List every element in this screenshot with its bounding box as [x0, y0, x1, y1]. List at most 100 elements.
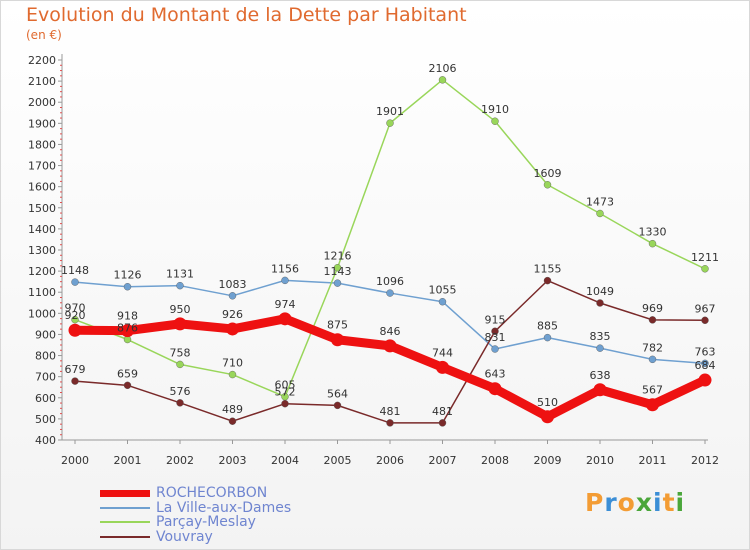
y-tick-label: 900	[35, 328, 56, 341]
data-label: 684	[695, 359, 716, 372]
data-point	[278, 312, 292, 326]
data-label: 967	[695, 302, 716, 315]
data-point	[176, 360, 184, 369]
data-label: 1143	[324, 265, 352, 278]
data-label: 489	[222, 403, 243, 416]
data-point	[543, 181, 552, 189]
data-point	[121, 324, 134, 338]
x-tick-label: 2007	[429, 454, 457, 467]
y-tick-label: 1800	[28, 138, 56, 151]
legend-swatch	[100, 489, 150, 497]
data-point	[173, 317, 187, 331]
logo-letter: P	[585, 488, 605, 517]
x-tick-label: 2000	[61, 454, 89, 467]
x-tick-label: 2005	[324, 454, 352, 467]
data-point	[176, 399, 184, 407]
x-tick-label: 2012	[691, 454, 719, 467]
data-label: 875	[327, 319, 348, 332]
data-label: 950	[170, 303, 191, 316]
proxiti-logo: Proxiti	[585, 488, 685, 517]
x-tick-label: 2004	[271, 454, 299, 467]
logo-letter: o	[617, 488, 636, 517]
data-label: 1609	[534, 167, 562, 180]
x-tick-label: 2003	[219, 454, 247, 467]
x-tick-label: 2001	[114, 454, 142, 467]
data-point	[176, 281, 184, 290]
data-label: 1156	[271, 262, 299, 275]
data-label: 782	[642, 341, 663, 354]
data-point	[488, 382, 502, 396]
chart-axes: 400 500 600 700 800 900 1000 1100 1200 1300 1400 15…	[28, 54, 719, 467]
logo-letter: t	[662, 488, 676, 517]
data-point	[281, 399, 289, 408]
data-label: 1155	[534, 263, 562, 276]
data-label: 835	[590, 330, 611, 343]
data-label: 918	[117, 310, 138, 323]
x-tick-label: 2011	[639, 454, 667, 467]
y-tick-label: 1000	[28, 307, 56, 320]
data-label: 643	[485, 368, 506, 381]
y-tick-label: 1500	[28, 202, 56, 215]
data-label: 659	[117, 367, 138, 380]
data-label: 974	[275, 298, 296, 311]
legend-item: La Ville-aux-Dames	[100, 499, 292, 516]
data-labels: 1148 1126 1131 1083 1156 1143 1096 1055 831 885 83…	[61, 62, 719, 418]
y-tick-label: 1600	[28, 181, 56, 194]
y-tick-label: 1100	[28, 286, 56, 299]
y-tick-label: 1900	[28, 117, 56, 130]
data-label: 567	[642, 384, 663, 397]
data-label: 831	[485, 331, 506, 344]
x-tick-label: 2006	[376, 454, 404, 467]
data-label: 758	[170, 346, 191, 359]
data-label: 481	[432, 405, 453, 418]
data-label: 915	[485, 313, 506, 326]
data-label: 638	[590, 369, 611, 382]
data-point	[228, 370, 237, 379]
data-point	[698, 373, 712, 387]
data-point	[71, 315, 79, 324]
y-tick-label: 1200	[28, 265, 56, 278]
data-point	[383, 339, 397, 353]
x-tick-label: 2009	[534, 454, 562, 467]
legend-label: ROCHECORBON	[156, 485, 268, 502]
data-point	[331, 333, 344, 347]
data-label: 564	[327, 387, 348, 400]
y-tick-label: 700	[35, 371, 56, 384]
data-label: 1216	[324, 250, 352, 263]
x-tick-label: 2008	[481, 454, 509, 467]
logo-letter: r	[604, 488, 618, 517]
y-tick-label: 800	[35, 350, 56, 363]
legend-label: Vouvray	[156, 528, 213, 545]
y-tick-label: 400	[35, 434, 56, 447]
legend-label: La Ville-aux-Dames	[156, 499, 292, 516]
data-label: 510	[537, 396, 558, 409]
y-tick-label: 1300	[28, 244, 56, 257]
x-tick-label: 2010	[586, 454, 614, 467]
data-point	[228, 417, 237, 425]
y-tick-label: 600	[35, 392, 56, 405]
data-point	[438, 298, 447, 306]
data-label: 744	[432, 346, 453, 359]
data-label: 846	[380, 325, 401, 338]
data-point	[333, 264, 342, 272]
data-label: 605	[275, 379, 296, 392]
chart-subtitle: (en €)	[26, 28, 62, 42]
data-point	[701, 265, 709, 273]
data-point	[333, 279, 342, 287]
data-point	[648, 355, 657, 364]
data-point	[543, 276, 552, 285]
logo-letter: i	[653, 488, 663, 517]
data-label: 1049	[586, 285, 614, 298]
data-point	[386, 289, 394, 297]
data-point	[701, 316, 709, 324]
data-label: 920	[65, 309, 86, 322]
data-label: 1148	[61, 264, 89, 277]
data-point	[123, 381, 132, 390]
data-label: 679	[65, 363, 86, 376]
data-point	[593, 383, 607, 397]
chart-series	[68, 76, 712, 427]
data-point	[386, 419, 394, 427]
y-tick-label: 500	[35, 413, 56, 426]
data-point	[701, 359, 709, 368]
